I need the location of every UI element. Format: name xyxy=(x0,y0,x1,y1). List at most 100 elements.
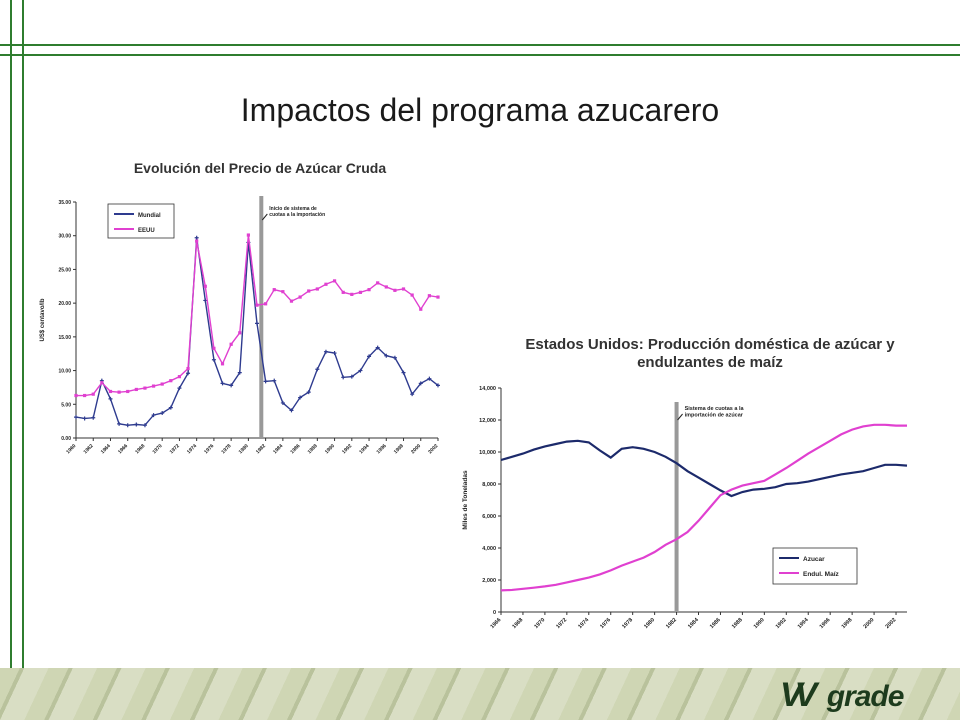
data-point xyxy=(289,299,294,303)
x-tick-label: 1994 xyxy=(797,617,811,631)
data-point xyxy=(160,411,165,416)
data-point xyxy=(298,295,302,299)
x-tick-label: 1974 xyxy=(186,443,198,455)
chart-1-title: Evolución del Precio de Azúcar Cruda xyxy=(133,160,387,176)
data-point xyxy=(134,387,138,392)
data-point xyxy=(126,389,130,394)
data-point xyxy=(384,285,388,289)
x-tick-label: 2002 xyxy=(427,443,439,455)
y-tick-label: 5.00 xyxy=(61,402,71,408)
x-tick-label: 1970 xyxy=(151,443,163,455)
data-point xyxy=(186,371,191,376)
data-point xyxy=(410,293,414,297)
data-point xyxy=(117,421,122,426)
y-tick-label: 20.00 xyxy=(58,301,71,307)
x-tick-label: 1966 xyxy=(117,443,129,455)
x-tick-label: 1990 xyxy=(753,617,766,630)
x-tick-label: 1998 xyxy=(393,443,405,455)
data-point xyxy=(220,381,225,386)
x-tick-label: 1968 xyxy=(134,443,146,455)
x-tick-label: 1998 xyxy=(841,617,854,630)
data-point xyxy=(220,362,225,366)
y-tick-label: 12,000 xyxy=(479,418,496,424)
data-point xyxy=(82,416,87,421)
y-tick-label: 10.00 xyxy=(58,369,71,375)
data-point xyxy=(143,386,147,390)
data-point xyxy=(281,290,285,294)
data-point xyxy=(168,405,173,410)
x-tick-label: 1970 xyxy=(533,617,546,630)
y-tick-label: 10,000 xyxy=(479,450,496,456)
data-point xyxy=(229,342,233,346)
data-point xyxy=(307,289,311,293)
logo-text: grade xyxy=(826,680,905,713)
data-point xyxy=(134,422,139,427)
data-point xyxy=(160,382,164,386)
data-point xyxy=(91,415,96,420)
data-point xyxy=(324,282,328,286)
data-point xyxy=(108,389,113,394)
data-point xyxy=(151,413,156,418)
price-evolution-chart: 0.00 5.00 10.00 15.00 20.00 25.00 30.00 35.00 19… xyxy=(40,196,440,455)
x-tick-label: 1976 xyxy=(203,443,215,455)
data-point xyxy=(341,375,346,380)
data-point xyxy=(186,366,190,371)
data-point xyxy=(194,235,199,240)
data-point xyxy=(358,290,363,294)
legend-label: Endul. Maíz xyxy=(803,571,840,578)
y-tick-label: 0 xyxy=(493,610,496,616)
x-tick-label: 1966 xyxy=(490,617,503,630)
x-tick-label: 1990 xyxy=(324,443,336,455)
data-point xyxy=(332,351,337,356)
data-point xyxy=(384,353,389,358)
x-tick-label: 1988 xyxy=(731,617,744,630)
y-tick-label: 4,000 xyxy=(482,546,496,552)
data-point xyxy=(419,307,423,311)
quota-annotation: Sistema de cuotas a la importación de azú… xyxy=(685,406,745,419)
legend-label: Mundial xyxy=(138,213,161,219)
frame-vertical-line-inner xyxy=(22,0,24,720)
data-point xyxy=(323,349,328,354)
y-tick-label: 6,000 xyxy=(482,514,496,520)
legend-label: Azucar xyxy=(803,556,825,563)
data-point xyxy=(298,395,303,400)
legend-box xyxy=(772,547,858,585)
x-tick-label: 1972 xyxy=(169,443,181,455)
data-point xyxy=(358,368,363,373)
data-point xyxy=(151,384,156,388)
data-point xyxy=(238,331,242,335)
x-tick-label: 1980 xyxy=(238,443,250,455)
data-point xyxy=(418,381,423,386)
data-point xyxy=(108,396,113,401)
data-point xyxy=(306,390,311,395)
footer-band xyxy=(0,668,960,720)
data-point xyxy=(280,400,285,405)
x-tick-label: 2002 xyxy=(885,617,898,630)
annotation-arrow xyxy=(261,213,268,221)
data-point xyxy=(91,392,95,396)
y-tick-label: 8,000 xyxy=(482,482,496,488)
data-point xyxy=(177,386,182,391)
x-tick-label: 1978 xyxy=(220,443,232,455)
data-point xyxy=(350,292,354,296)
y-tick-label: 35.00 xyxy=(58,200,71,206)
y-axis-label: US$ centavo/lb xyxy=(40,298,46,341)
data-point xyxy=(349,374,354,379)
annotation-arrow xyxy=(677,413,683,421)
series-line-1 xyxy=(76,234,439,397)
data-point xyxy=(212,346,216,350)
data-point xyxy=(436,383,440,388)
y-tick-label: 14,000 xyxy=(479,386,496,392)
frame-vertical-line-outer xyxy=(10,0,12,720)
data-point xyxy=(263,379,268,384)
quota-annotation: Inicio de sistema de cuotas a la importac… xyxy=(269,206,325,218)
data-point xyxy=(125,423,130,428)
data-point xyxy=(341,290,345,294)
data-point xyxy=(74,415,78,420)
x-tick-label: 1984 xyxy=(687,617,701,631)
data-point xyxy=(255,303,259,307)
data-point xyxy=(393,288,397,292)
data-point xyxy=(401,370,406,375)
data-point xyxy=(264,302,268,306)
data-point xyxy=(169,379,173,383)
